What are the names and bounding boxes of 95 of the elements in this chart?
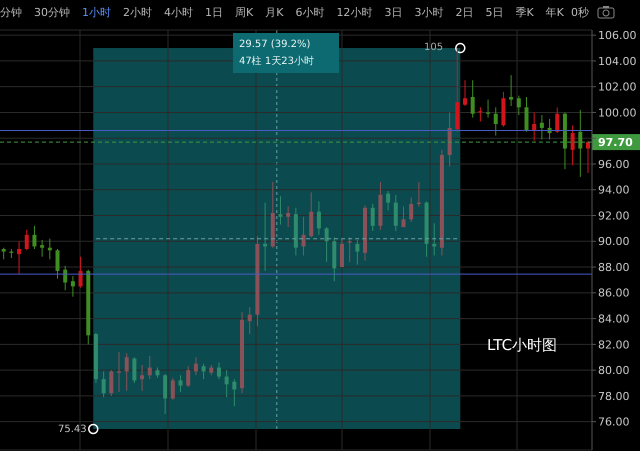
candlestick bbox=[102, 370, 106, 398]
text: 3日 bbox=[384, 4, 402, 20]
y-tick-label: 88.00 bbox=[598, 260, 630, 274]
candlestick bbox=[40, 240, 44, 258]
y-tick-label: 90.00 bbox=[598, 235, 630, 248]
candlestick bbox=[170, 377, 175, 400]
candlestick bbox=[494, 106, 498, 136]
candlestick bbox=[216, 362, 221, 380]
y-tick-label: 76.00 bbox=[598, 416, 630, 429]
candlestick bbox=[163, 373, 168, 414]
candlestick bbox=[140, 364, 144, 392]
candlestick bbox=[186, 366, 190, 388]
candlestick bbox=[540, 114, 544, 140]
candlestick bbox=[232, 378, 236, 407]
annotation: 105 bbox=[424, 42, 444, 53]
candlestick bbox=[409, 196, 414, 222]
text: 12小时 bbox=[336, 4, 372, 20]
y-tick-label: 102.00 bbox=[598, 80, 636, 94]
text: 周K bbox=[235, 4, 254, 20]
candlestick bbox=[340, 238, 344, 268]
candlestick bbox=[432, 222, 436, 256]
ref-line-label: 97.70 bbox=[598, 136, 634, 150]
y-tick-label: 82.00 bbox=[598, 338, 630, 352]
candlestick bbox=[109, 370, 114, 396]
candlestick bbox=[63, 265, 68, 291]
candlestick bbox=[316, 200, 321, 236]
text: 季K bbox=[515, 4, 534, 20]
candlestick bbox=[578, 109, 582, 178]
text: 0秒 bbox=[571, 5, 589, 20]
candlestick bbox=[248, 306, 252, 335]
candlestick bbox=[32, 225, 36, 250]
text: 1日 bbox=[205, 4, 223, 20]
candlestick bbox=[401, 206, 406, 228]
candlestick bbox=[178, 374, 183, 393]
annotation: 47柱 1天23小时 bbox=[239, 54, 315, 69]
candlestick bbox=[155, 367, 160, 378]
candlestick bbox=[124, 352, 129, 392]
text: 月K bbox=[265, 4, 284, 20]
text: 分钟 bbox=[0, 4, 22, 20]
y-tick-label: 92.00 bbox=[598, 209, 630, 222]
candlestick bbox=[555, 106, 560, 134]
candlestick bbox=[509, 74, 514, 107]
candlestick bbox=[209, 364, 214, 376]
y-tick-label: 100.00 bbox=[598, 106, 636, 120]
candlestick bbox=[286, 206, 290, 228]
y-tick-label: 86.00 bbox=[598, 286, 630, 300]
candlestick bbox=[370, 203, 375, 232]
candlestick bbox=[132, 356, 136, 384]
candlestick bbox=[324, 226, 329, 262]
candlestick bbox=[148, 355, 152, 380]
candlestick bbox=[386, 190, 390, 211]
candlestick bbox=[194, 356, 198, 376]
candlestick bbox=[355, 240, 360, 265]
text: 2小时 bbox=[123, 4, 152, 20]
y-tick-label: 96.00 bbox=[598, 158, 630, 171]
text: 6小时 bbox=[295, 4, 324, 20]
y-tick-label: 78.00 bbox=[598, 390, 630, 403]
candlestick bbox=[524, 96, 528, 132]
candlestick bbox=[70, 276, 75, 298]
candlestick bbox=[48, 238, 52, 260]
text: 1小时 bbox=[82, 4, 111, 20]
candlestick bbox=[9, 248, 14, 259]
candlestick bbox=[78, 256, 83, 288]
y-tick-label: 94.00 bbox=[598, 184, 630, 197]
candlestick bbox=[586, 140, 590, 174]
candlestick bbox=[2, 247, 6, 260]
candlestick bbox=[202, 363, 206, 380]
text: 4小时 bbox=[164, 4, 193, 20]
candlestick bbox=[532, 112, 536, 142]
text: 5日 bbox=[485, 4, 504, 20]
annotation: 29.57 (39.2%) bbox=[239, 38, 312, 52]
candlestick bbox=[462, 80, 467, 107]
y-tick-label: 84.00 bbox=[598, 312, 630, 326]
text: 2日 bbox=[455, 4, 474, 20]
text: 年K bbox=[546, 4, 564, 20]
candlestick bbox=[24, 229, 29, 251]
candlestick bbox=[278, 196, 282, 226]
y-tick-label: 80.00 bbox=[598, 364, 630, 378]
text: 30分钟 bbox=[34, 4, 70, 20]
y-tick-label: 104.00 bbox=[598, 54, 636, 68]
candlestick bbox=[302, 216, 306, 256]
candlestick bbox=[17, 240, 22, 274]
annotation: 75.43 bbox=[58, 424, 87, 435]
candlestick bbox=[56, 248, 60, 280]
annotation: LTC小时图 bbox=[487, 336, 558, 355]
candlestick bbox=[570, 124, 575, 166]
candlestick bbox=[416, 182, 421, 208]
text: 3小时 bbox=[414, 4, 444, 20]
y-tick-label: 106.00 bbox=[598, 29, 636, 42]
candlestick bbox=[224, 370, 229, 398]
candlestick bbox=[470, 80, 475, 118]
candlestick bbox=[263, 202, 268, 272]
candlestick bbox=[516, 95, 521, 116]
candlestick bbox=[478, 106, 482, 122]
candlestick bbox=[394, 194, 398, 232]
